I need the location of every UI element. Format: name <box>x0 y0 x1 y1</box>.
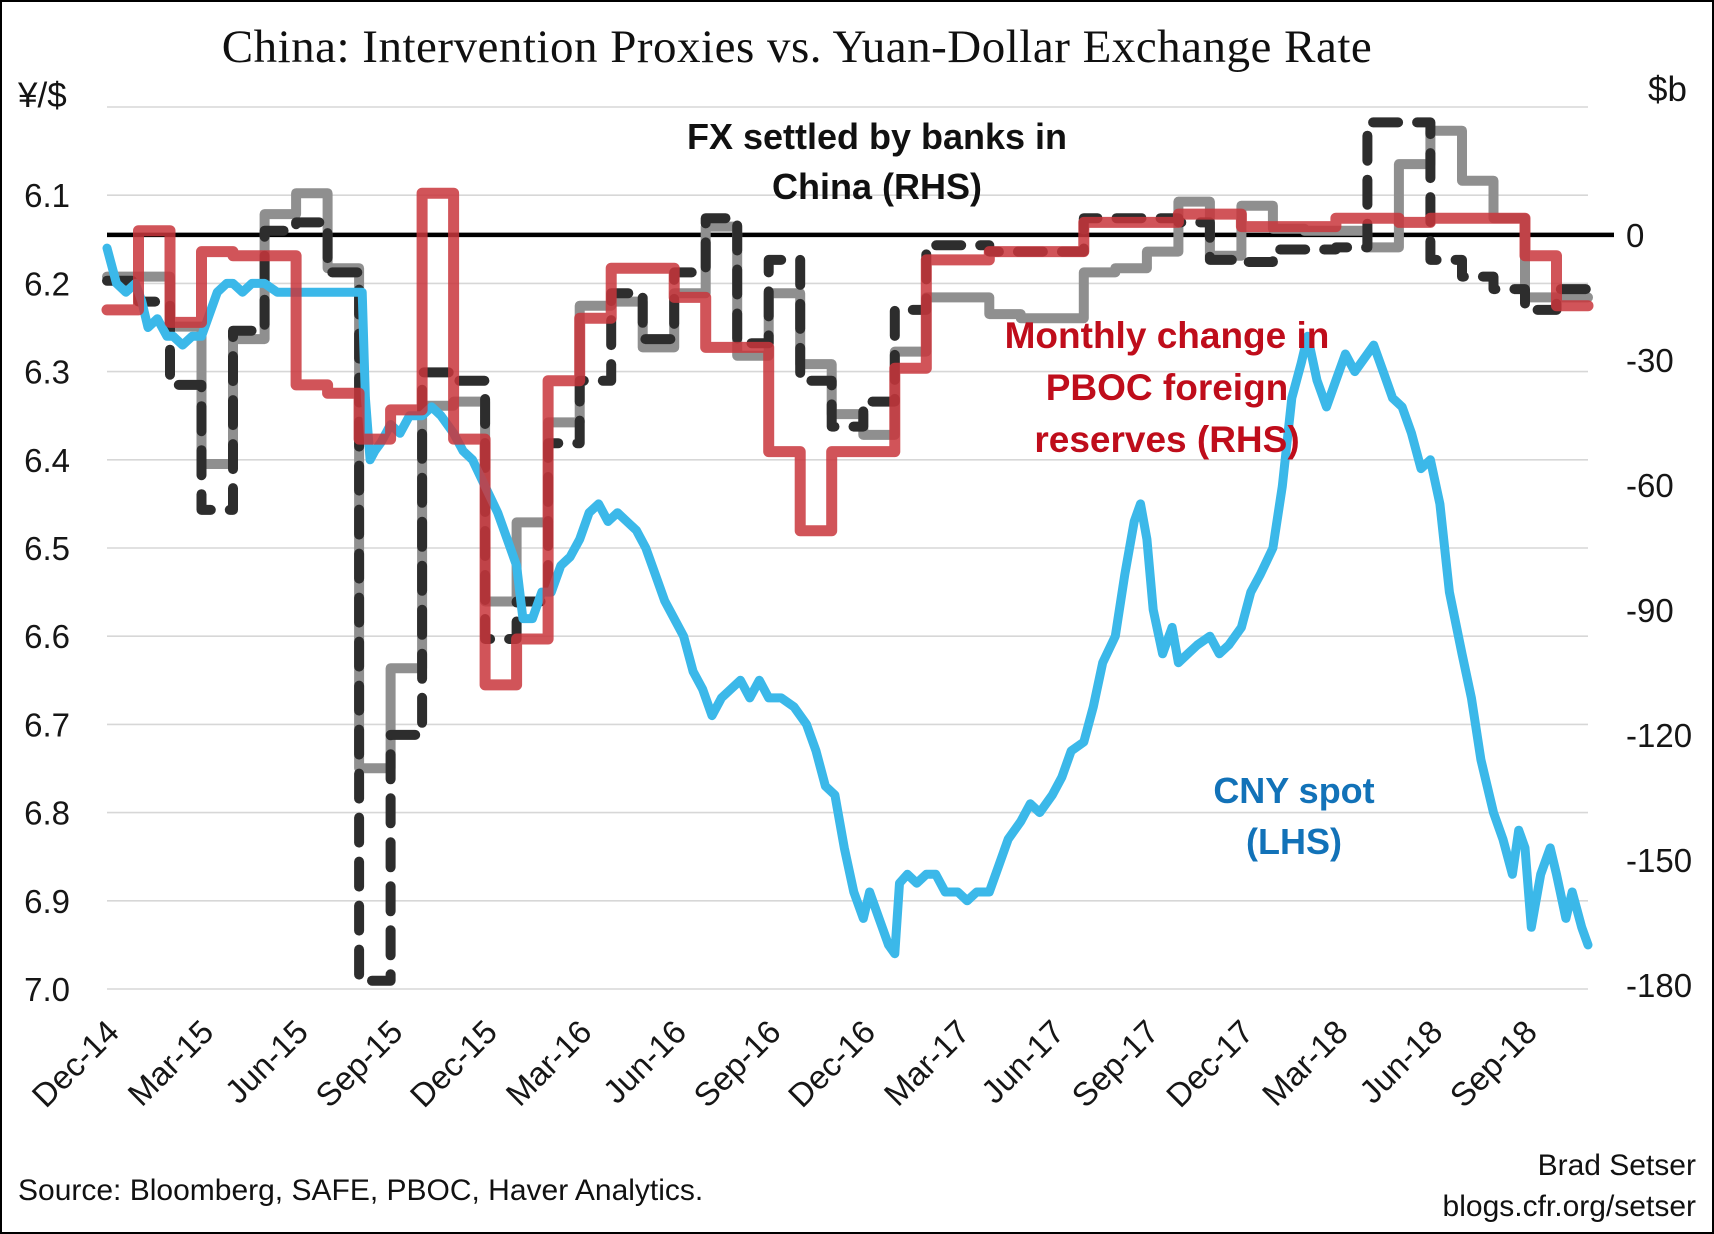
x-axis-tick-label: Dec-14 <box>25 1013 126 1114</box>
x-axis-tick-label: Jun-17 <box>974 1013 1072 1111</box>
legend-pboc-reserves: Monthly change in PBOC foreign reserves … <box>947 310 1387 466</box>
legend-fx-settled: FX settled by banks in China (RHS) <box>607 112 1147 212</box>
x-axis-tick-label: Jun-18 <box>1352 1013 1450 1111</box>
source-note: Source: Bloomberg, SAFE, PBOC, Haver Ana… <box>18 1174 704 1207</box>
x-axis-tick-label: Jun-16 <box>596 1013 694 1111</box>
right-axis-tick-label: 0 <box>1626 217 1644 254</box>
left-axis-tick-label: 7.0 <box>24 971 70 1008</box>
x-axis-tick-label: Dec-15 <box>403 1013 504 1114</box>
left-axis-tick-label: 6.2 <box>24 265 70 302</box>
left-axis-tick-label: 6.3 <box>24 354 70 391</box>
left-axis-tick-label: 6.6 <box>24 618 70 655</box>
author-name: Brad Setser <box>1537 1149 1696 1182</box>
legend-pboc-line3: reserves (RHS) <box>1034 419 1300 460</box>
legend-cny-spot: CNY spot (LHS) <box>1094 765 1494 867</box>
right-axis-tick-label: -60 <box>1626 467 1674 504</box>
x-axis-tick-label: Sep-17 <box>1064 1013 1165 1114</box>
x-axis-tick-label: Sep-15 <box>308 1013 409 1114</box>
x-axis-tick-label: Mar-16 <box>499 1013 599 1113</box>
right-axis-tick-label: -150 <box>1626 842 1692 879</box>
x-axis-tick-label: Mar-15 <box>120 1013 220 1113</box>
legend-pboc-line2: PBOC foreign <box>1045 367 1289 408</box>
left-axis-tick-label: 6.9 <box>24 883 70 920</box>
legend-fx-settled-line1: FX settled by banks in <box>686 116 1068 157</box>
series-cny-spot <box>102 243 1593 959</box>
legend-cny-line1: CNY spot <box>1213 770 1375 811</box>
legend-pboc-line1: Monthly change in <box>1004 315 1330 356</box>
x-axis-tick-label: Sep-18 <box>1443 1013 1544 1114</box>
x-axis-tick-label: Dec-16 <box>781 1013 882 1114</box>
x-axis-tick-label: Mar-17 <box>877 1013 977 1113</box>
right-axis-tick-label: -30 <box>1626 342 1674 379</box>
right-axis-tick-label: -90 <box>1626 592 1674 629</box>
left-axis-tick-label: 6.1 <box>24 177 70 214</box>
legend-cny-line2: (LHS) <box>1246 821 1342 862</box>
left-axis-tick-label: 6.7 <box>24 706 70 743</box>
right-axis-tick-label: -180 <box>1626 967 1692 1004</box>
author-site: blogs.cfr.org/setser <box>1442 1190 1696 1223</box>
x-axis-tick-label: Jun-15 <box>217 1013 315 1111</box>
left-axis-tick-label: 6.5 <box>24 530 70 567</box>
chart-title: China: Intervention Proxies vs. Yuan-Dol… <box>221 21 1373 73</box>
x-axis-tick-label: Mar-18 <box>1255 1013 1355 1113</box>
legend-fx-settled-line2: China (RHS) <box>772 166 982 207</box>
x-axis-tick-label: Dec-17 <box>1159 1013 1260 1114</box>
author-credit: Brad Setser blogs.cfr.org/setser <box>1443 1145 1696 1227</box>
right-axis-unit-label: $b <box>1648 70 1687 109</box>
left-axis-tick-label: 6.8 <box>24 795 70 832</box>
x-axis-tick-label: Sep-16 <box>686 1013 787 1114</box>
left-axis-unit-label: ¥/$ <box>18 76 67 115</box>
left-axis-tick-label: 6.4 <box>24 442 70 479</box>
series-pboc-reserves <box>101 187 1594 691</box>
right-axis-tick-label: -120 <box>1626 717 1692 754</box>
series-fx-settled-dashed <box>102 117 1593 986</box>
